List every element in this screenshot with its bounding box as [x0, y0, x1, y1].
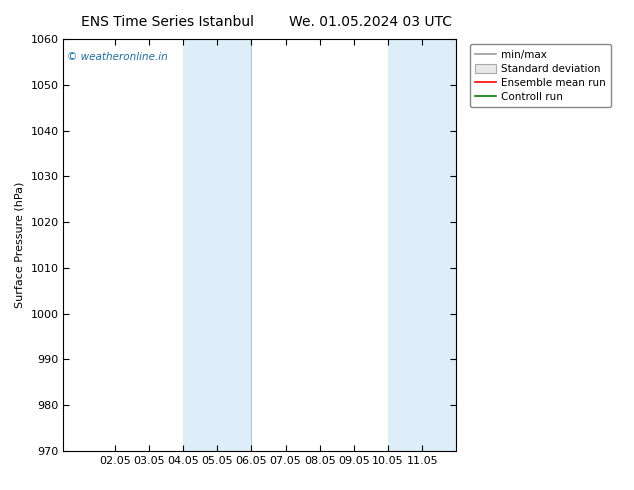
Text: © weatheronline.in: © weatheronline.in	[67, 51, 168, 62]
Text: ENS Time Series Istanbul        We. 01.05.2024 03 UTC: ENS Time Series Istanbul We. 01.05.2024 …	[81, 15, 452, 29]
Bar	[183, 39, 252, 451]
Legend: min/max, Standard deviation, Ensemble mean run, Controll run: min/max, Standard deviation, Ensemble me…	[470, 45, 611, 107]
Y-axis label: Surface Pressure (hPa): Surface Pressure (hPa)	[15, 182, 25, 308]
Bar	[388, 39, 456, 451]
